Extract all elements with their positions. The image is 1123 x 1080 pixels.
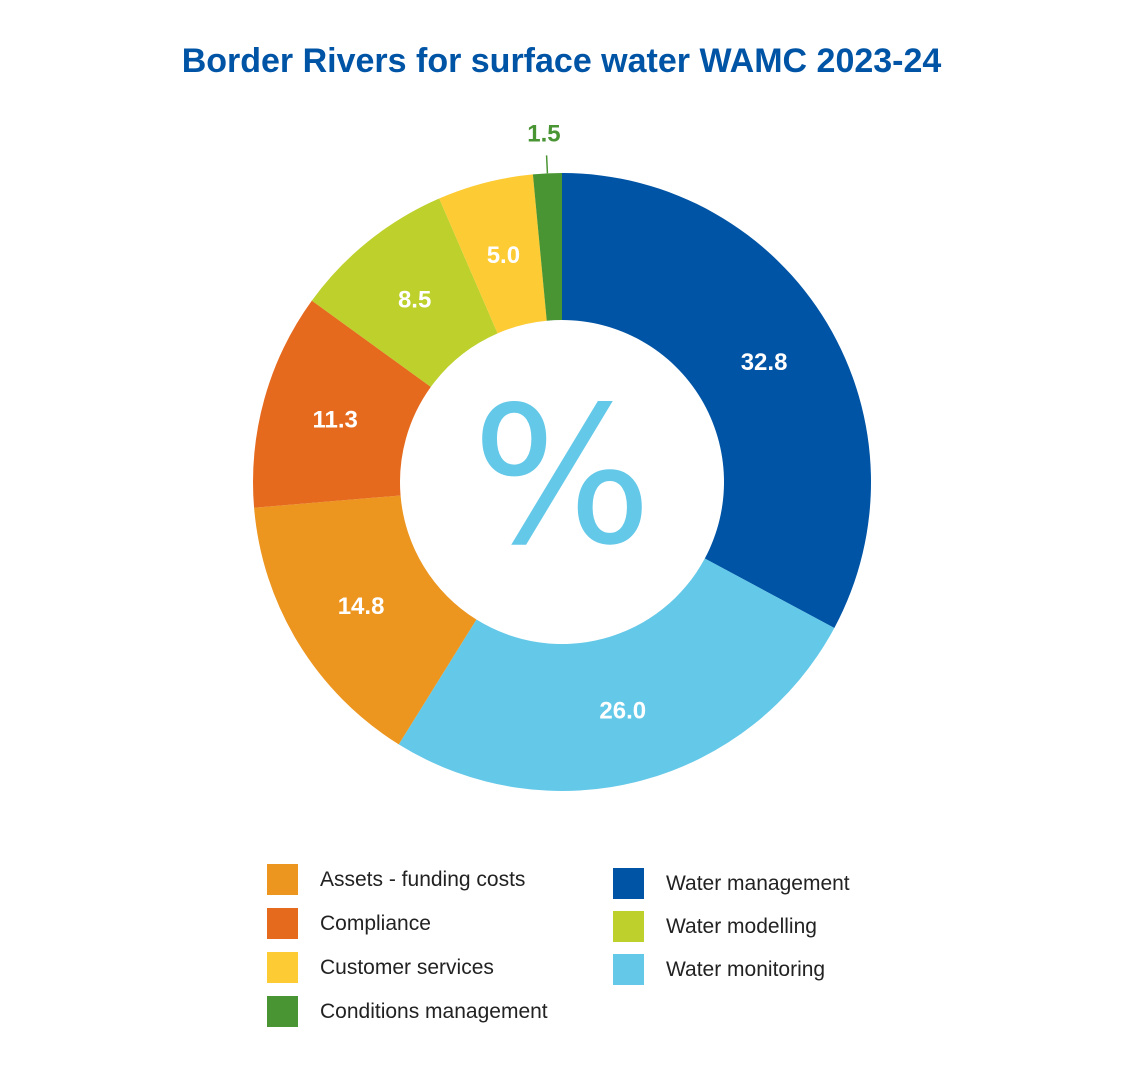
slice-customer-services [439, 174, 547, 334]
slice-conditions-management [532, 173, 562, 321]
slice-assets-funding-costs [254, 495, 477, 745]
chart-title: Border Rivers for surface water WAMC 202… [181, 42, 942, 80]
data-label: 26.0 [599, 698, 646, 725]
data-label: 14.8 [338, 593, 385, 620]
data-label: 1.5 [527, 120, 560, 147]
slice-water-modelling [311, 198, 498, 387]
data-label: 32.8 [741, 349, 788, 376]
percent-icon: % [472, 366, 653, 587]
slice-water-management [562, 173, 871, 629]
data-label: 11.3 [312, 407, 357, 434]
data-label: 8.5 [398, 286, 431, 313]
leader-line [545, 155, 549, 174]
data-label: 5.0 [487, 242, 520, 269]
slice-water-monitoring [398, 558, 835, 791]
slice-compliance [253, 300, 431, 508]
